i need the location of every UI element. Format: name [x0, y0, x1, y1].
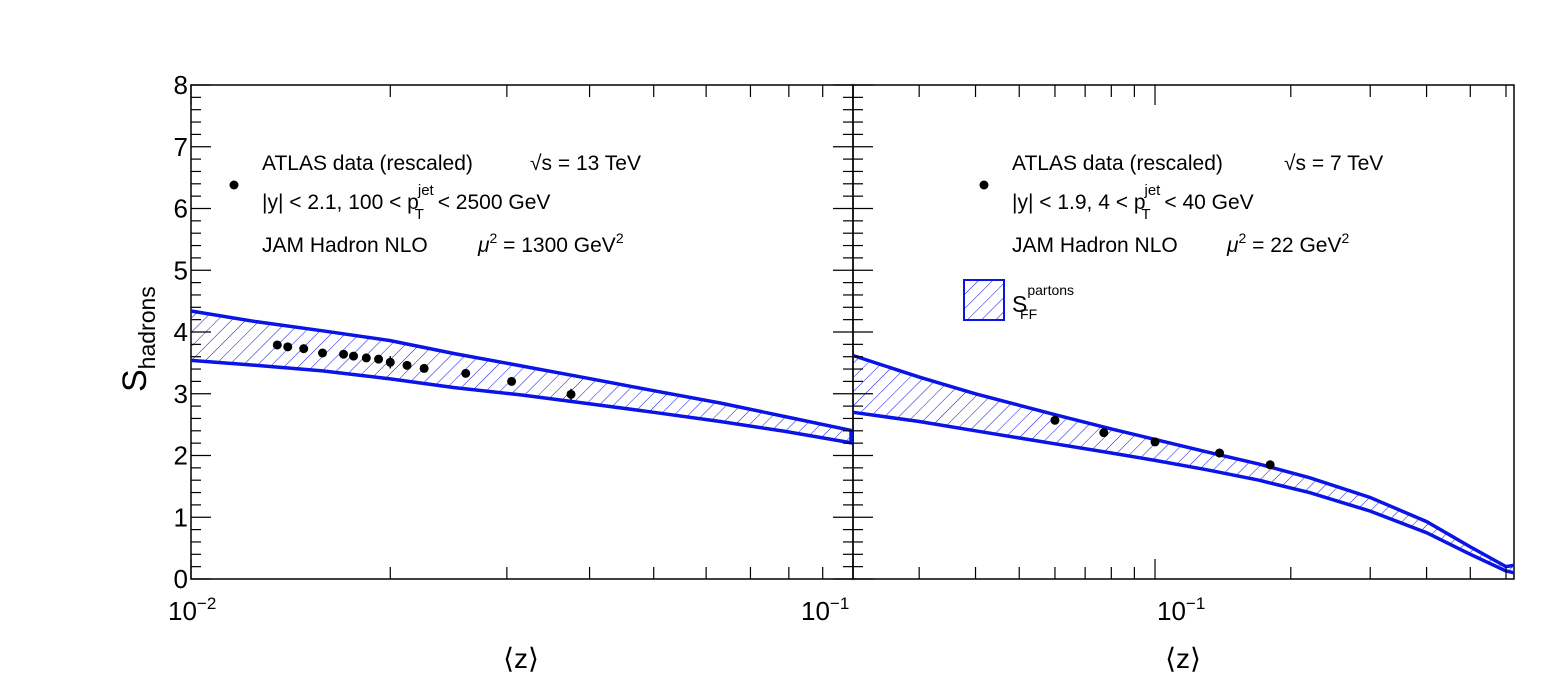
left-legend-cuts: |y| < 2.1, 100 < pjet T < 2500 GeV — [262, 182, 550, 223]
left-data-point-11 — [461, 368, 471, 378]
axis-ticks-layer — [190, 84, 1507, 580]
left-legend-data-label: ATLAS data (rescaled) — [262, 152, 473, 175]
y-tick-label-2: 2 — [174, 441, 188, 471]
left-x-axis-label: ⟨z⟩ — [503, 643, 539, 674]
left-band-upper-edge — [190, 309, 854, 433]
right-data-point-2 — [1150, 437, 1160, 447]
y-tick-label-8: 8 — [174, 70, 188, 100]
band-legend-swatch — [963, 279, 1005, 321]
left-data-point-3 — [318, 348, 328, 358]
left-legend-theory: JAM Hadron NLO — [262, 234, 428, 257]
right-legend-cuts: |y| < 1.9, 4 < pjet T < 40 GeV — [1012, 182, 1254, 223]
left-data-point-6 — [361, 353, 371, 363]
y-tick-label-6: 6 — [174, 194, 188, 224]
left-band-fill — [191, 311, 853, 444]
left-x-tick-label-1: 10−2 — [168, 594, 216, 626]
y-tick-label-3: 3 — [174, 379, 188, 409]
left-data-point-0 — [272, 340, 282, 350]
y-axis-label: Shadrons — [116, 286, 160, 392]
right-data-point-1 — [1099, 428, 1109, 438]
left-legend-scale: μ2 = 1300 GeV2 — [477, 230, 624, 257]
right-x-axis-label: ⟨z⟩ — [1165, 643, 1201, 674]
right-legend-scale: μ2 = 22 GeV2 — [1226, 230, 1349, 257]
left-data-point-7 — [374, 354, 384, 364]
left-data-point-1 — [283, 342, 293, 352]
right-legend-energy: √s = 7 TeV — [1284, 152, 1383, 175]
left-band-lower-edge — [190, 358, 854, 445]
right-legend-theory: JAM Hadron NLO — [1012, 234, 1178, 257]
left-band-layer — [190, 309, 854, 445]
right-band-lower-edge — [852, 410, 1515, 575]
left-data-point-4 — [339, 349, 349, 359]
left-data-point-9 — [402, 360, 412, 370]
left-data-point-5 — [349, 351, 359, 361]
right-data-point-3 — [1215, 448, 1225, 458]
y-tick-label-0: 0 — [174, 564, 188, 594]
right-legend-marker — [979, 180, 989, 190]
left-legend-energy: √s = 13 TeV — [530, 152, 641, 175]
right-legend-data-label: ATLAS data (rescaled) — [1012, 152, 1223, 175]
left-data-point-8 — [385, 357, 395, 367]
right-band-upper-edge — [852, 353, 1515, 569]
y-tick-label-5: 5 — [174, 255, 188, 285]
y-tick-label-7: 7 — [174, 132, 188, 162]
right-points-layer — [1050, 415, 1275, 470]
left-data-point-13 — [566, 389, 576, 399]
left-x-tick-label-2: 10−1 — [801, 594, 849, 626]
left-data-point-2 — [299, 344, 309, 354]
y-tick-label-1: 1 — [174, 502, 188, 532]
y-tick-label-4: 4 — [174, 317, 188, 347]
right-data-point-0 — [1050, 415, 1060, 425]
left-points-layer — [272, 340, 576, 400]
right-x-tick-label-1: 10−1 — [1157, 594, 1205, 626]
right-data-point-4 — [1265, 460, 1275, 470]
right-band-layer — [852, 353, 1515, 575]
band-legend-label: Spartons FF — [1012, 282, 1074, 322]
left-legend-marker — [229, 180, 239, 190]
y-tick-labels: 0 1 2 3 4 5 6 7 8 — [174, 70, 188, 594]
left-data-point-10 — [419, 363, 429, 373]
left-data-point-12 — [507, 376, 517, 386]
